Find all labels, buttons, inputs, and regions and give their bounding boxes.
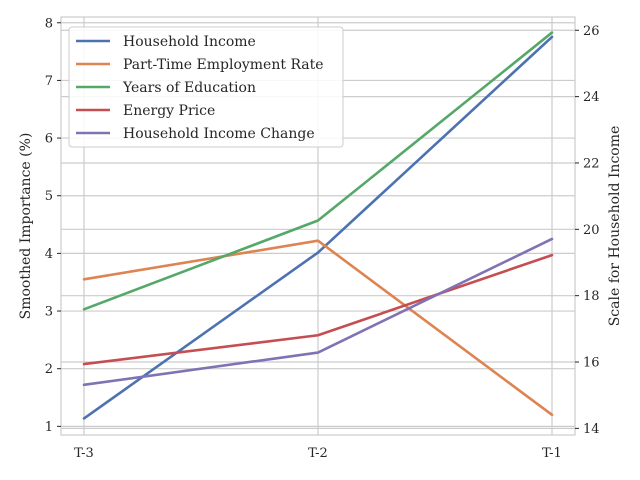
left-tick-label: 4	[45, 247, 53, 262]
right-tick-label: 18	[583, 289, 600, 304]
left-tick-label: 7	[45, 74, 53, 89]
legend-box	[68, 26, 344, 148]
series-line-years-of-education	[82, 31, 554, 311]
legend-label-years-of-education: Years of Education	[122, 80, 256, 96]
right-tick-label: 26	[583, 24, 600, 39]
left-tick-label: 6	[45, 132, 53, 147]
left-y-ticks: 1 2 3 4 5 6 7 8	[45, 16, 61, 435]
right-tick-label: 16	[583, 356, 600, 371]
left-tick-label: 8	[45, 16, 53, 31]
left-tick-label: 3	[45, 305, 53, 320]
x-tick-label: T-3	[74, 446, 94, 461]
left-tick-label: 1	[45, 420, 53, 435]
right-tick-label: 24	[583, 90, 600, 105]
series-line-part-time-employment-rate	[82, 239, 554, 417]
right-y-ticks: 14 16 18 20 22 24 26	[575, 24, 600, 437]
right-y-axis-label: Scale for Household Income	[607, 126, 623, 327]
series-line-energy-price	[82, 253, 554, 366]
legend-label-part-time-employment-rate: Part-Time Employment Rate	[123, 57, 324, 73]
left-tick-label: 5	[45, 189, 53, 204]
series-lines	[82, 31, 554, 420]
x-tick-label: T-2	[308, 446, 328, 461]
legend-label-energy-price: Energy Price	[123, 103, 215, 119]
legend-label-household-income: Household Income	[123, 34, 256, 50]
left-tick-label: 2	[45, 362, 53, 377]
x-tick-label: T-1	[542, 446, 562, 461]
series-line-household-income-change	[82, 237, 554, 387]
x-ticks: T-3 T-2 T-1	[74, 446, 562, 461]
legend-label-household-income-change: Household Income Change	[123, 126, 315, 142]
right-tick-label: 14	[583, 422, 600, 437]
right-tick-label: 20	[583, 223, 600, 238]
right-tick-label: 22	[583, 156, 600, 171]
legend: Household Income Part-Time Employment Rat…	[68, 26, 344, 148]
left-y-axis-label: Smoothed Importance (%)	[18, 133, 34, 320]
plot-frame	[60, 16, 576, 436]
series-line-household-income	[82, 35, 554, 420]
